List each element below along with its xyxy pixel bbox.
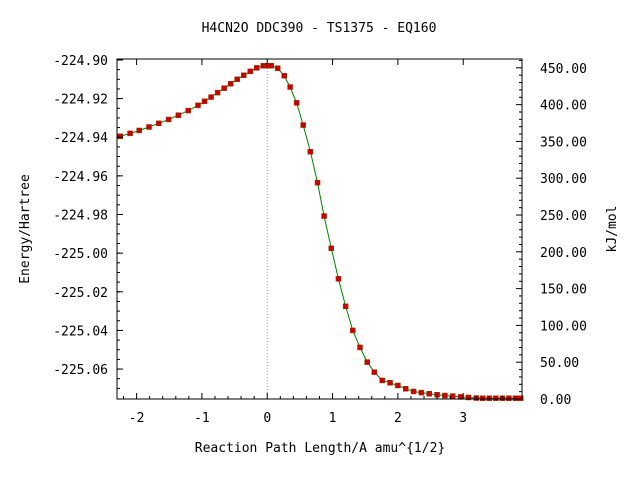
data-point [379, 377, 385, 384]
y2-tick-label: 100.00 [540, 319, 587, 334]
y-tick-label: -225.04 [53, 324, 108, 339]
data-point [156, 120, 162, 127]
data-point [117, 133, 124, 140]
data-point [342, 303, 349, 310]
data-point [350, 327, 356, 334]
data-point [357, 344, 363, 351]
data-point [364, 359, 370, 365]
data-point [274, 65, 281, 72]
data-point [450, 393, 456, 399]
data-point [268, 63, 274, 69]
data-point [221, 85, 227, 91]
data-point [410, 388, 417, 395]
axis-ticks: -2 -1 0 1 2 3 -224.90 -224.92 -224.94 -224.96 -224… [53, 54, 587, 426]
y2-tick-label: 200.00 [540, 246, 587, 261]
data-point [395, 382, 401, 389]
data-point [442, 392, 448, 399]
data-point [300, 122, 306, 128]
y-tick-label: -225.00 [53, 247, 108, 262]
data-point [136, 127, 142, 134]
data-point [493, 395, 499, 401]
data-point [214, 89, 221, 96]
x-tick-label: -2 [129, 411, 145, 426]
x-axis-label: Reaction Path Length/A amu^{1/2} [195, 441, 445, 456]
data-point [195, 102, 201, 109]
x-tick-label: -1 [194, 411, 210, 426]
y2-tick-label: 400.00 [540, 99, 587, 114]
data-point [146, 124, 152, 130]
x-tick-label: 2 [394, 411, 402, 426]
data-point [402, 386, 409, 392]
data-point [328, 245, 335, 252]
data-point [201, 98, 208, 105]
y2-tick-label: 150.00 [540, 283, 587, 298]
data-point [506, 395, 512, 401]
y-tick-label: -224.98 [53, 209, 108, 224]
data-point [254, 65, 260, 71]
data-point [165, 116, 172, 123]
data-point [465, 394, 472, 401]
data-point [127, 130, 133, 137]
data-point [281, 73, 287, 79]
y2-tick-label: 350.00 [540, 135, 587, 150]
x-tick-label: 1 [329, 411, 337, 426]
y-tick-label: -224.96 [53, 170, 108, 185]
y2-tick-label: 0.00 [540, 393, 571, 408]
y-tick-label: -225.06 [53, 363, 108, 378]
data-point [293, 100, 300, 106]
y-tick-label: -224.92 [53, 93, 108, 108]
data-point [321, 213, 327, 219]
data-points [117, 63, 524, 401]
data-point [480, 395, 486, 401]
y-tick-label: -225.02 [53, 286, 108, 301]
data-point [208, 94, 214, 100]
plot-frame [116, 58, 523, 400]
y-tick-label: -224.94 [53, 131, 108, 146]
y2-axis-label: kJ/mol [605, 206, 620, 253]
data-point [314, 179, 321, 186]
y2-tick-label: 450.00 [540, 62, 587, 77]
data-point [517, 395, 524, 401]
x-tick-label: 3 [459, 411, 467, 426]
data-point [426, 391, 432, 397]
data-point [240, 72, 247, 78]
data-point [335, 276, 342, 282]
y2-tick-label: 50.00 [540, 356, 579, 371]
y2-tick-label: 250.00 [540, 209, 587, 224]
data-point [185, 107, 191, 114]
data-point [227, 80, 234, 87]
y-axis-label: Energy/Hartree [18, 174, 33, 284]
y-tick-label: -224.90 [53, 54, 108, 69]
data-point [387, 380, 393, 386]
x-tick-label: 0 [263, 411, 271, 426]
data-point [234, 76, 240, 83]
data-point [371, 369, 378, 375]
data-point [175, 112, 182, 118]
data-point [247, 68, 254, 75]
chart-title: H4CN2O DDC390 - TS1375 - EQ160 [202, 21, 437, 36]
data-point [287, 84, 293, 90]
data-point [307, 148, 314, 155]
y2-tick-label: 300.00 [540, 172, 587, 187]
data-point [418, 389, 425, 396]
